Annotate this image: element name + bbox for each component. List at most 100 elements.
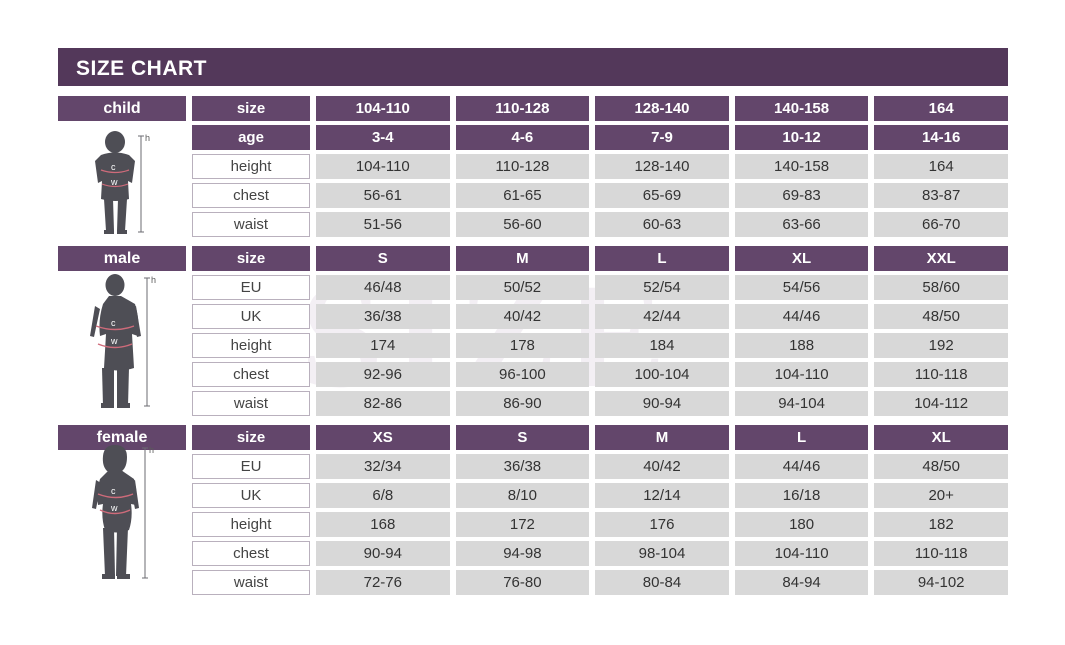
size-chart-grid: child size 104-110 110-128 128-140 140-158 164… [58,96,1008,599]
column-header-cell: 7-9 [595,125,729,150]
table-cell: 94-104 [734,391,869,416]
figure-label-height: h [151,275,156,285]
table-cell: 52/54 [595,275,729,300]
row-label-eu: EU [192,454,310,479]
table-cell: 63-66 [734,212,869,237]
table-cell: 42/44 [595,304,729,329]
figure-label-waist: w [110,177,118,187]
table-cell: 54/56 [734,275,869,300]
table-cell: 94-102 [874,570,1008,595]
column-header-cell: 4-6 [455,125,590,150]
table-cell: 90-94 [316,541,450,566]
column-header-cell: XL [734,246,869,271]
female-figure-block: h c w [58,442,186,582]
row-label-height: height [192,333,310,358]
table-cell: 83-87 [874,183,1008,208]
column-header-cell: 128-140 [595,96,729,121]
row-label-height: height [192,154,310,179]
column-header-cell: M [595,425,729,450]
column-header-cell: 140-158 [734,96,869,121]
table-cell: 50/52 [455,275,590,300]
column-header-cell: 164 [874,96,1008,121]
table-cell: 98-104 [595,541,729,566]
table-cell: 180 [734,512,869,537]
table-cell: 100-104 [595,362,729,387]
table-cell: 140-158 [734,154,869,179]
male-figure-block: h c w [58,270,186,410]
table-cell: 86-90 [455,391,590,416]
child-body-silhouette-icon: h c w [95,131,150,234]
figure-label-height: h [149,445,154,455]
column-header-cell: XS [316,425,450,450]
table-cell: 60-63 [595,212,729,237]
table-cell: 44/46 [734,304,869,329]
column-header-cell: L [595,246,729,271]
table-row: height 104-110 110-128 128-140 140-158 164 [58,154,1008,179]
table-row: waist 51-56 56-60 60-63 63-66 66-70 [58,212,1008,237]
table-cell: 184 [595,333,729,358]
row-label-waist: waist [192,391,310,416]
table-cell: 96-100 [455,362,590,387]
table-row: child size 104-110 110-128 128-140 140-158 164 [58,96,1008,121]
row-label-eu: EU [192,275,310,300]
row-label-age: age [192,125,310,150]
column-header-cell: 14-16 [874,125,1008,150]
table-cell: 44/46 [734,454,869,479]
row-label-chest: chest [192,362,310,387]
table-row: height 174 178 184 188 192 [58,333,1008,358]
column-header-cell: 110-128 [455,96,590,121]
table-cell: 65-69 [595,183,729,208]
figure-label-chest: c [111,162,116,172]
column-header-cell: XL [874,425,1008,450]
row-label-size: size [192,96,310,121]
table-cell: 110-118 [874,362,1008,387]
row-label-height: height [192,512,310,537]
table-cell: 178 [455,333,590,358]
table-cell: 51-56 [316,212,450,237]
table-cell: 192 [874,333,1008,358]
table-row: EU 32/34 36/38 40/42 44/46 48/50 [58,454,1008,479]
table-cell: 168 [316,512,450,537]
table-cell: 188 [734,333,869,358]
table-cell: 80-84 [595,570,729,595]
table-cell: 82-86 [316,391,450,416]
table-row: UK 6/8 8/10 12/14 16/18 20+ [58,483,1008,508]
column-header-cell: 3-4 [316,125,450,150]
category-label-child: child [58,96,186,121]
row-label-waist: waist [192,570,310,595]
table-cell: 69-83 [734,183,869,208]
table-cell: 94-98 [455,541,590,566]
table-cell: 172 [455,512,590,537]
table-row: age 3-4 4-6 7-9 10-12 14-16 [58,125,1008,150]
table-row: female size XS S M L XL [58,425,1008,450]
table-cell: 72-76 [316,570,450,595]
table-cell: 48/50 [874,304,1008,329]
table-cell: 128-140 [595,154,729,179]
column-header-cell: 104-110 [316,96,450,121]
table-cell: 76-80 [455,570,590,595]
table-cell: 32/34 [316,454,450,479]
table-row: EU 46/48 50/52 52/54 54/56 58/60 [58,275,1008,300]
category-label-male: male [58,246,186,271]
table-cell: 104-112 [874,391,1008,416]
table-cell: 176 [595,512,729,537]
row-label-size: size [192,425,310,450]
female-body-silhouette-icon: h c w [92,445,154,579]
figure-label-chest: c [111,318,116,328]
table-row: waist 72-76 76-80 80-84 84-94 94-102 [58,570,1008,595]
table-cell: 8/10 [455,483,590,508]
table-row: chest 56-61 61-65 65-69 69-83 83-87 [58,183,1008,208]
title-bar: SIZE CHART [58,48,1008,86]
table-cell: 61-65 [455,183,590,208]
child-figure-block: h c w [58,126,186,244]
table-cell: 58/60 [874,275,1008,300]
figure-label-waist: w [110,336,118,346]
table-row: height 168 172 176 180 182 [58,512,1008,537]
column-header-cell: 10-12 [734,125,869,150]
row-label-uk: UK [192,483,310,508]
column-header-cell: L [734,425,869,450]
table-cell: 110-128 [455,154,590,179]
table-cell: 164 [874,154,1008,179]
table-cell: 16/18 [734,483,869,508]
